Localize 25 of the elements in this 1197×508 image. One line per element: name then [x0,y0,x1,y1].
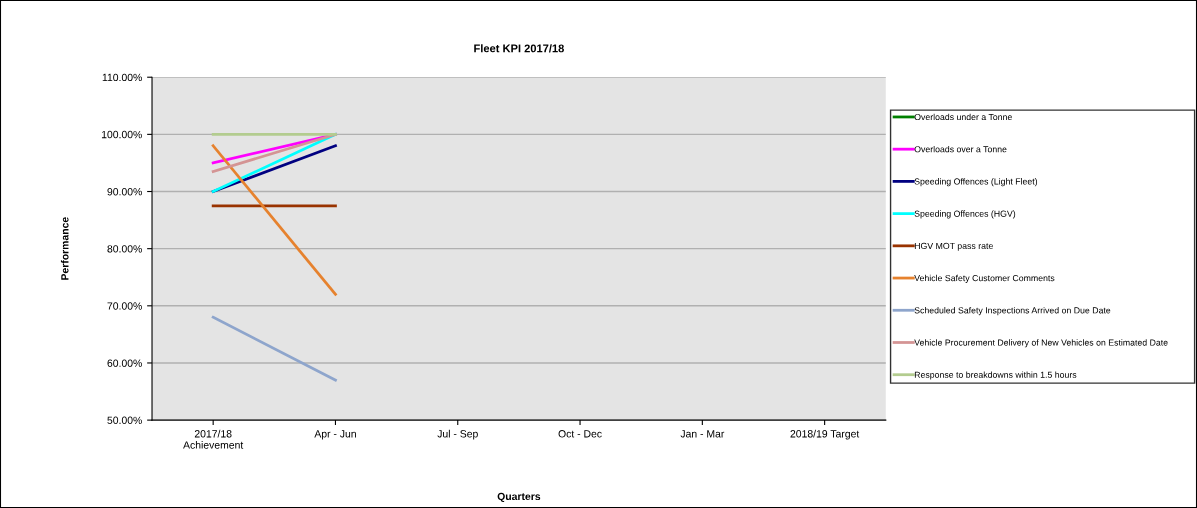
y-tick-label: 110.00% [102,73,142,82]
y-axis-title: Performance [60,217,69,280]
y-tick-label: 70.00% [107,302,142,310]
x-axis-title: Quarters [497,492,541,503]
legend-label: Vehicle Safety Customer Comments [914,274,1055,283]
legend-label: Speeding Offences (Light Fleet) [914,178,1038,187]
x-tick-label: Apr - Jun [314,430,356,440]
legend-label: Overloads under a Tonne [914,113,1012,121]
x-tick-label: Jan - Mar [680,430,725,438]
legend-label: Scheduled Safety Inspections Arrived on Due Date [914,306,1111,316]
y-tick-label: 80.00% [107,245,142,253]
y-tick-label: 50.00% [107,416,142,424]
x-tick-label: 2018/19 Target [790,429,860,440]
x-tick-label: 2017/18 Achievement [183,429,244,449]
legend-label: Overloads over a Tonne [914,145,1007,153]
x-tick-label: Oct - Dec [558,430,602,438]
x-tick-label: Jul - Sep [437,429,478,440]
y-tick-label: 90.00% [107,188,142,196]
legend-label: Speeding Offences (HGV) [914,210,1016,219]
y-tick-label: 100.00% [101,130,142,139]
legend-label: HGV MOT pass rate [914,242,993,251]
chart-title: Fleet KPI 2017/18 [474,44,564,53]
legend-label: Vehicle Procurement Delivery of New Vehicles on Estimated Date [914,339,1168,348]
y-tick-label: 60.00% [107,359,142,367]
legend-label: Response to breakdowns within 1.5 hours [914,371,1077,380]
